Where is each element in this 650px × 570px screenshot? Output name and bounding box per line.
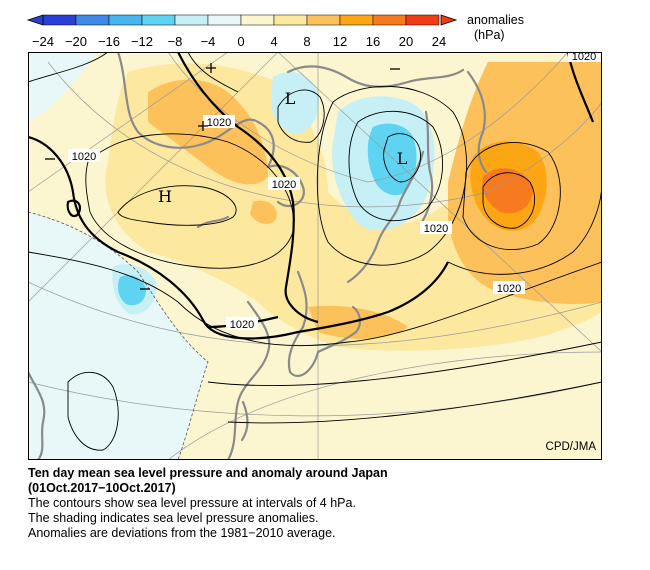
colorbar-tick-label: 20 [399,34,413,49]
colorbar-title-unit: (hPa) [474,28,505,42]
colorbar-tick-label: 0 [237,34,244,49]
coastline-china [226,300,271,460]
colorbar-tick-label: 8 [303,34,310,49]
contour-label: 1020 [272,179,296,191]
contour-label: 1020 [207,117,231,129]
graticule-meridian [28,52,279,303]
coastline-asia [116,52,305,208]
colorbar-swatch [174,14,209,26]
coastline-korea [287,270,320,377]
coastline-taiwan [240,400,249,442]
caption-baseline-note: Anomalies are deviations from the 1981−2… [28,526,336,540]
contour-label: 1020 [72,151,96,163]
colorbar-tick-label: 12 [333,34,347,49]
anomaly-shade-8-12 [250,200,277,224]
pressure-contour [28,251,602,347]
colorbar-tick-label: −20 [65,34,87,49]
pressure-contour-1020 [177,52,319,324]
pressure-contour [277,89,325,143]
caption-shading-note: The shading indicates sea level pressure… [28,511,319,525]
anomaly-shade-8-12 [308,305,408,339]
pressure-contour [348,110,444,222]
pressure-contour [85,133,294,269]
coastline-kamchatka [466,70,488,174]
pressure-contour [383,133,421,183]
colorbar-swatch [273,14,308,26]
pressure-contour [227,381,602,424]
graticule-meridian [277,52,602,353]
colorbar-tick-label: −12 [131,34,153,49]
pressure-contour [447,181,602,275]
anomaly-shade-16-20 [482,168,533,214]
coastline-sakhalin [420,110,434,224]
coastline-islands [196,215,230,229]
colorbar-title-anomalies: anomalies [467,13,524,27]
colorbar-tick-label: 16 [366,34,380,49]
caption-contour-note: The contours show sea level pressure at … [28,496,356,510]
pressure-contour [316,85,468,266]
high-pressure-center: H [158,187,172,206]
colorbar-swatch [405,14,440,26]
colorbar-left-arrow [26,14,44,26]
colorbar-swatch [108,14,143,26]
credit-label: CPD/JMA [546,441,597,453]
coastline-japan-south [316,305,362,354]
colorbar-swatch [339,14,374,26]
colorbar-right-arrow [440,14,458,26]
colorbar-tick-label: 4 [270,34,277,49]
colorbar-swatch [42,14,77,26]
pressure-contour [67,372,119,451]
anomaly-max-marker [206,63,216,73]
contour-label: 1020 [572,52,596,63]
graticule-parallel [47,61,602,208]
caption-title: Ten day mean sea level pressure and anom… [28,466,388,480]
pressure-contour [187,52,239,93]
colorbar-swatch [141,14,176,26]
contour-label: 1020 [424,223,448,235]
colorbar-tick-label: −4 [201,34,216,49]
colorbar-tick-label: −24 [32,34,54,49]
coastline-philippines [28,370,46,460]
colorbar-swatch [207,14,242,26]
pressure-contour-1020 [66,199,82,218]
graticule-parallel [28,381,602,417]
colorbar-swatch [240,14,275,26]
anomaly-shade-neg-8 [367,123,417,196]
anomaly-max-marker [198,121,208,131]
graticule-meridian [28,52,229,193]
low-pressure-center: L [397,149,408,168]
anomaly-shade-8-12 [148,79,268,185]
pressure-contour [28,52,109,83]
colorbar-swatch [372,14,407,26]
contour-label: 1020 [497,283,521,295]
anomaly-zero-line [28,211,209,460]
pressure-contour-1020 [28,135,449,340]
low-pressure-center: L [285,89,296,108]
pressure-contour [482,172,535,229]
anomaly-shade-neg-8 [118,275,146,306]
colorbar-swatch [306,14,341,26]
graticule-parallel [167,52,569,183]
colorbar-tick-label: −16 [98,34,120,49]
colorbar-tick-label: −8 [168,34,183,49]
anomaly-color-legend: −24 −20 −16 −12 −8 −4 0 4 8 12 16 20 24 … [26,13,524,49]
pressure-contour [207,341,602,387]
colorbar-tick-label: 24 [432,34,446,49]
anomaly-shade-neg-4 [270,72,319,134]
pressure-contour [117,185,237,226]
colorbar-swatch [75,14,110,26]
contour-label: 1020 [230,319,254,331]
map-frame [28,52,602,460]
pressure-anomaly-map: 1020 1020 1020 1020 1020 1020 1020 H L L [28,52,602,460]
graticule-parallel [167,351,602,460]
caption-period: (01Oct.2017−10Oct.2017) [28,481,176,495]
pressure-contour [462,142,561,251]
